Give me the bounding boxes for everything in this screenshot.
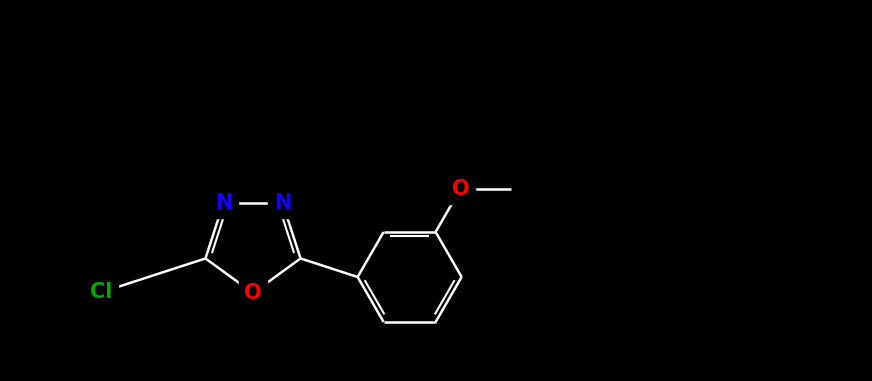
- Text: Cl: Cl: [90, 282, 112, 303]
- Text: N: N: [215, 192, 232, 213]
- Text: O: O: [452, 179, 469, 199]
- Text: O: O: [244, 283, 262, 303]
- Text: N: N: [274, 192, 291, 213]
